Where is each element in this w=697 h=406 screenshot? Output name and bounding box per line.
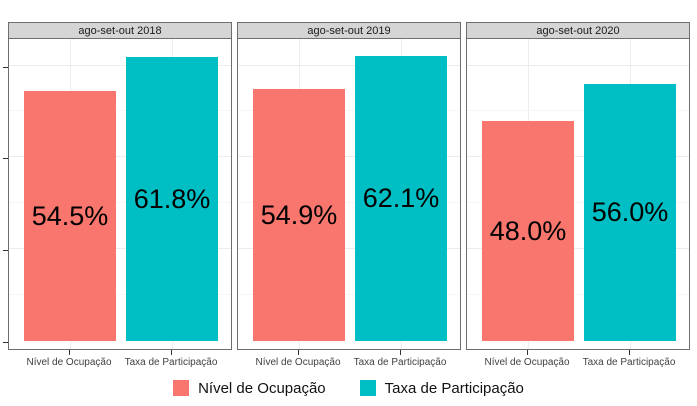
x-tick <box>629 350 630 355</box>
x-tick <box>69 350 70 355</box>
y-tick <box>3 250 8 251</box>
bar-taxa-de-participacao: 61.8% <box>126 57 218 341</box>
legend-item-taxa-de-participacao: Taxa de Participação <box>359 379 524 397</box>
bar-value-label: 54.9% <box>260 199 338 230</box>
facet-panel-2018: ago-set-out 2018 54.5% 61.8% <box>8 22 232 350</box>
major-gridline <box>467 65 689 66</box>
x-axis-label-taxa: Taxa de Participação <box>124 357 218 368</box>
plot-area: 54.9% 62.1% <box>238 39 460 349</box>
facet-panel-2019: ago-set-out 2019 54.9% 62.1% <box>237 22 461 350</box>
plot-area: 54.5% 61.8% <box>9 39 231 349</box>
x-axis: Nível de Ocupação Taxa de Participação <box>237 350 461 372</box>
x-axis-label-nivel: Nível de Ocupação <box>26 357 112 368</box>
minor-gridline <box>467 110 689 111</box>
x-tick <box>171 350 172 355</box>
bar-value-label: 54.5% <box>31 200 109 231</box>
major-gridline <box>238 65 460 66</box>
y-tick <box>3 158 8 159</box>
minor-gridline <box>238 294 460 295</box>
x-tick <box>298 350 299 355</box>
facet-panel-2020: ago-set-out 2020 48.0% 56.0% <box>466 22 690 350</box>
major-gridline <box>9 156 231 157</box>
bar-value-label: 62.1% <box>362 183 440 213</box>
major-gridline <box>9 65 231 66</box>
minor-gridline <box>9 202 231 203</box>
minor-gridline <box>238 110 460 111</box>
legend-label-nivel: Nível de Ocupação <box>198 379 326 397</box>
bar-taxa-de-participacao: 62.1% <box>355 56 447 341</box>
major-gridline <box>467 248 689 249</box>
x-tick <box>400 350 401 355</box>
y-tick <box>3 342 8 343</box>
legend: Nível de Ocupação Taxa de Participação <box>0 376 697 400</box>
bar-value-label: 48.0% <box>489 215 567 246</box>
x-axis-label-taxa: Taxa de Participação <box>582 357 676 368</box>
bar-nivel-de-ocupacao: 54.9% <box>253 89 345 341</box>
bar-nivel-de-ocupacao: 54.5% <box>24 91 116 341</box>
legend-label-taxa: Taxa de Participação <box>384 379 524 397</box>
facet-strip: ago-set-out 2020 <box>467 23 689 39</box>
minor-gridline <box>467 202 689 203</box>
x-axis-label-taxa: Taxa de Participação <box>353 357 447 368</box>
x-axis-label-nivel: Nível de Ocupação <box>484 357 570 368</box>
x-tick <box>527 350 528 355</box>
minor-gridline <box>467 294 689 295</box>
minor-gridline <box>238 202 460 203</box>
minor-gridline <box>9 110 231 111</box>
bar-nivel-de-ocupacao: 48.0% <box>482 121 574 341</box>
x-axis-label-nivel: Nível de Ocupação <box>255 357 341 368</box>
bar-value-label: 56.0% <box>591 197 669 227</box>
major-gridline <box>9 248 231 249</box>
plot-area: 48.0% 56.0% <box>467 39 689 349</box>
x-axis: Nível de Ocupação Taxa de Participação <box>8 350 232 372</box>
legend-swatch-nivel <box>173 380 190 396</box>
major-gridline <box>238 248 460 249</box>
legend-swatch-taxa <box>359 380 376 396</box>
major-gridline <box>238 156 460 157</box>
y-tick <box>3 67 8 68</box>
x-axis: Nível de Ocupação Taxa de Participação <box>466 350 690 372</box>
facet-strip: ago-set-out 2019 <box>238 23 460 39</box>
minor-gridline <box>9 294 231 295</box>
legend-item-nivel-de-ocupacao: Nível de Ocupação <box>173 380 326 397</box>
bar-value-label: 61.8% <box>133 183 211 214</box>
major-gridline <box>467 156 689 157</box>
bar-taxa-de-participacao: 56.0% <box>584 84 676 341</box>
facet-strip: ago-set-out 2018 <box>9 23 231 39</box>
